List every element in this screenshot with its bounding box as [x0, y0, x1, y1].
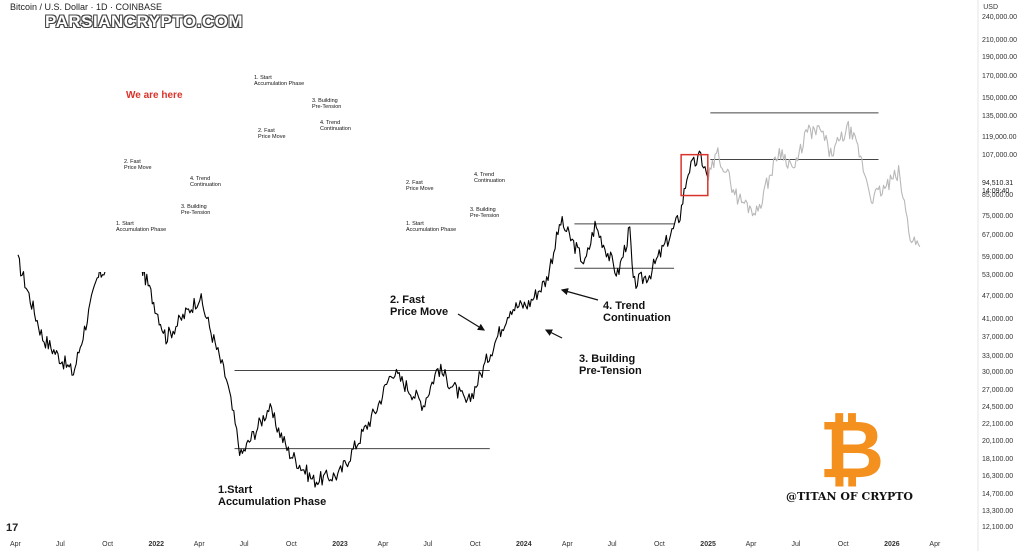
y-tick-label: 14,700.00 — [982, 491, 1014, 499]
x-tick-label: Jul — [607, 541, 617, 548]
y-tick-label: 13,300.00 — [982, 508, 1014, 516]
y-tick-label: 47,000.00 — [982, 292, 1014, 300]
inset-label: 2. Fast Price Move — [406, 180, 434, 192]
y-tick-label: 18,100.00 — [982, 455, 1014, 463]
y-tick-label: 85,000.00 — [982, 191, 1014, 199]
we-are-here-label: We are here — [126, 90, 183, 101]
x-tick-label: Jul — [55, 541, 65, 548]
x-tick-label: Apr — [561, 541, 573, 548]
y-tick-label: 150,000.00 — [982, 94, 1018, 102]
y-tick-label: 33,000.00 — [982, 353, 1014, 361]
x-tick-label: Oct — [837, 541, 849, 548]
y-tick-label: 22,100.00 — [982, 421, 1014, 429]
y-tick-label: 135,000.00 — [982, 112, 1018, 120]
y-tick-label: 119,000.00 — [982, 134, 1017, 142]
y-tick-label: 20,100.00 — [982, 437, 1014, 445]
inset-label: 3. Building Pre-Tension — [312, 98, 342, 110]
annotation-pre-tension: 3. Building Pre-Tension — [579, 353, 642, 377]
y-tick-label: 107,000.00 — [982, 152, 1018, 160]
y-tick-label: 67,000.00 — [982, 232, 1014, 240]
x-tick-label: Oct — [102, 541, 114, 548]
annotation-accumulation: 1.Start Accumulation Phase — [218, 484, 327, 508]
y-tick-label: 24,500.00 — [982, 403, 1014, 411]
y-tick-label: 53,000.00 — [982, 272, 1014, 280]
x-tick-label: 2022 — [148, 541, 165, 548]
inset-label: 1. Start Accumulation Phase — [406, 221, 457, 233]
annotation-arrows — [457, 288, 599, 339]
inset-label: 1. Start Accumulation Phase — [254, 75, 305, 87]
tradingview-logo-icon[interactable]: 17 — [6, 522, 19, 534]
y-tick-label: 12,100.00 — [982, 524, 1014, 532]
y-tick-label: 41,000.00 — [982, 315, 1014, 323]
inset-label: 4. Trend Continuation — [190, 176, 221, 188]
bitcoin-logo-icon: ₿ — [819, 403, 885, 496]
x-tick-label: 2024 — [516, 541, 532, 548]
x-tick-label: Jul — [423, 541, 433, 548]
y-tick-label: 75,000.00 — [982, 212, 1014, 220]
y-tick-label: 240,000.00 — [982, 14, 1018, 22]
y-tick-label: 59,000.00 — [982, 253, 1014, 261]
y-tick-label: 37,000.00 — [982, 333, 1014, 341]
x-tick-label: Apr — [929, 541, 941, 548]
highlight-rect — [680, 153, 709, 197]
y-tick-label: 27,000.00 — [982, 387, 1014, 395]
x-tick-label: Apr — [745, 541, 757, 548]
x-tick-label: Jul — [791, 541, 801, 548]
x-tick-label: Jul — [239, 541, 249, 548]
watermark-logo: PARSIANCRYPTO.COM — [45, 12, 244, 31]
inset-label: 2. Fast Price Move — [258, 128, 286, 140]
arrow-pre-tension — [544, 329, 563, 339]
inset-label: 1. Start Accumulation Phase — [116, 221, 167, 233]
author-credit: @TITAN OF CRYPTO — [786, 490, 914, 503]
arrow-fast-move — [457, 313, 486, 331]
projection-line — [707, 120, 921, 247]
x-tick-label: Apr — [193, 541, 205, 548]
range-lines — [234, 112, 879, 450]
y-tick-label: 190,000.00 — [982, 54, 1018, 62]
x-tick-label: Oct — [285, 541, 297, 548]
bar-countdown: 14:09:40 — [982, 188, 1010, 195]
projection-series — [707, 120, 921, 247]
last-price-tag: 94,510.31 14:09:40 — [982, 180, 1013, 196]
x-tick-label: Oct — [469, 541, 481, 548]
current-position-box — [680, 153, 709, 197]
inset-label: 3. Building Pre-Tension — [470, 207, 500, 219]
x-tick-label: 2023 — [332, 541, 348, 548]
annotation-trend-continuation: 4. Trend Continuation — [603, 300, 671, 324]
y-tick-label: 16,300.00 — [982, 473, 1014, 481]
y-tick-label: 170,000.00 — [982, 73, 1018, 81]
inset-panel — [58, 44, 508, 272]
x-tick-label: Apr — [10, 541, 21, 548]
inset-label: 4. Trend Continuation — [320, 120, 351, 132]
arrow-trend-continuation — [560, 288, 599, 301]
x-tick-label: Oct — [653, 541, 665, 548]
inset-label: 3. Building Pre-Tension — [181, 204, 211, 216]
inset-label: 4. Trend Continuation — [474, 172, 505, 184]
inset-label: 2. Fast Price Move — [124, 159, 152, 171]
symbol-header[interactable]: Bitcoin / U.S. Dollar · 1D · COINBASE — [10, 2, 163, 12]
x-tick-label: Apr — [377, 541, 389, 548]
currency-label[interactable]: USD — [983, 4, 998, 11]
x-tick-label: 2025 — [700, 541, 716, 548]
y-tick-label: 210,000.00 — [982, 37, 1018, 45]
x-tick-label: 2026 — [884, 541, 900, 548]
y-tick-label: 30,000.00 — [982, 369, 1014, 377]
last-price: 94,510.31 — [982, 180, 1014, 187]
annotation-fast-move: 2. Fast Price Move — [390, 294, 449, 318]
